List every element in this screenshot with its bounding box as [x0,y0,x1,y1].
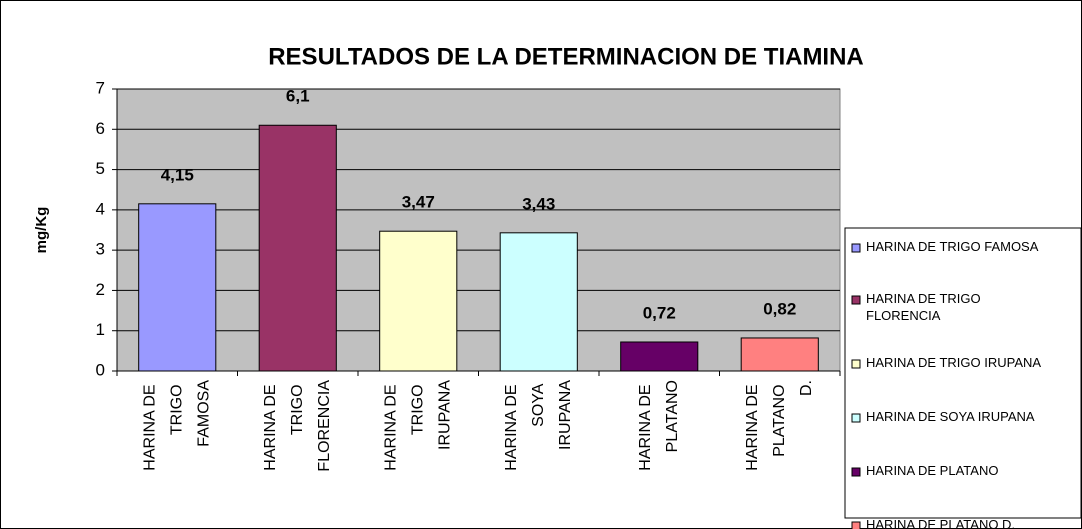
x-tick-group: HARINA DE TRIGO IRUPANA [382,380,453,471]
y-tick-label: 3 [96,240,105,259]
legend-swatch [851,359,861,369]
bar [258,124,337,372]
data-label: 6,1 [286,87,310,106]
legend-swatch [851,413,861,423]
x-tick-label: HARINA DE TRIGO IRUPANA [382,380,453,471]
x-tick-group: HARINA DE TRIGO FLORENCIA [262,380,333,472]
data-label: 0,82 [763,299,796,318]
bar [499,232,578,372]
legend-label: HARINA DE SOYA IRUPANA [866,409,1035,424]
data-label: 3,43 [522,194,555,213]
x-tick-group: HARINA DE PLATANO [637,380,681,471]
x-tick-group: HARINA DE TRIGO FAMOSA [141,380,212,471]
data-label: 4,15 [161,165,194,184]
plot-area [116,88,841,372]
y-tick-label: 5 [96,159,105,178]
x-tick-group: HARINA DE SOYA IRUPANA [503,380,574,471]
x-tick-label: HARINA DE SOYA IRUPANA [503,380,574,471]
legend-label: HARINA DE PLATANO D. [866,517,1015,529]
legend-label: HARINA DE TRIGO IRUPANA [866,355,1041,370]
legend-label: HARINA DE TRIGO FLORENCIA [866,291,984,323]
y-tick-label: 6 [96,119,105,138]
x-tick-label: HARINA DE TRIGO FAMOSA [141,380,212,471]
legend [844,227,1082,519]
data-label: 0,72 [643,303,676,322]
y-tick-label: 1 [96,320,105,339]
legend-label: HARINA DE TRIGO FAMOSA [866,239,1039,254]
bar [620,341,699,372]
y-tick-label: 4 [96,199,105,218]
y-tick-label: 0 [96,360,105,379]
chart-title: RESULTADOS DE LA DETERMINACION DE TIAMIN… [268,43,864,70]
legend-swatch [851,243,861,253]
y-axis-label: mg/Kg [33,207,50,254]
legend-swatch [851,295,861,305]
y-tick-label: 7 [96,78,105,97]
x-tick-label: HARINA DE PLATANO D. [744,380,815,471]
bar [740,337,819,372]
bar [379,230,458,372]
legend-swatch [851,521,861,529]
legend-swatch [851,467,861,477]
data-label: 3,47 [402,193,435,212]
legend-label: HARINA DE PLATANO [866,463,998,478]
x-tick-label: HARINA DE PLATANO [637,380,681,471]
x-tick-label: HARINA DE TRIGO FLORENCIA [262,380,333,472]
y-tick-label: 2 [96,280,105,299]
bar [138,203,217,372]
x-tick-group: HARINA DE PLATANO D. [744,380,815,471]
